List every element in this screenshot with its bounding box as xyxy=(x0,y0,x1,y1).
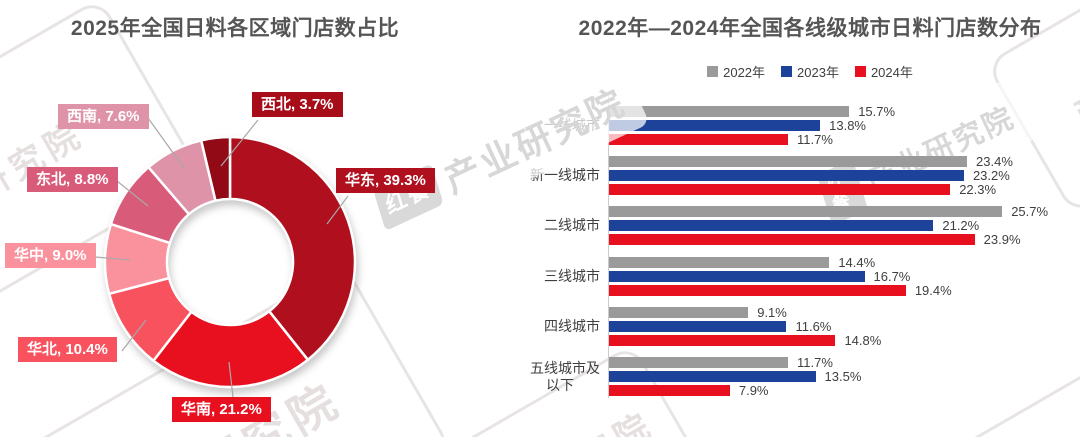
bar-category-0: 一线城市 xyxy=(470,117,600,134)
legend-swatch-icon xyxy=(781,66,793,77)
bar-g3-s2 xyxy=(609,284,906,296)
bar-value-g1-s0: 23.4% xyxy=(976,154,1013,170)
pie-data-label-0: 华东, 39.3% xyxy=(336,168,435,193)
legend-label: 2022年 xyxy=(723,65,766,80)
leader-line-1 xyxy=(228,361,234,398)
bar-g0-s0 xyxy=(609,106,850,117)
bar-value-g5-s2: 7.9% xyxy=(738,383,769,398)
bar-category-4: 四线城市 xyxy=(470,318,600,335)
bar-value-g3-s2: 19.4% xyxy=(914,282,952,298)
bar-g0-s1 xyxy=(609,120,821,131)
bar-value-g1-s2: 22.3% xyxy=(959,182,997,198)
bar-g1-s1 xyxy=(609,170,964,182)
category-line: 二线城市 xyxy=(544,217,600,234)
bar-value-g2-s0: 25.7% xyxy=(1011,204,1049,220)
bar-chart-title: 2022年—2024年全国各线级城市日料门店数分布 xyxy=(578,17,1042,40)
bar-value-g4-s1: 11.6% xyxy=(795,318,832,334)
bar-value-g2-s2: 23.9% xyxy=(983,232,1021,248)
bar-chart-legend: 2022年 2023年 2024年 xyxy=(545,62,1075,81)
category-line: 以下 xyxy=(546,377,574,393)
leader-line-2 xyxy=(121,319,147,352)
pie-data-label-4: 东北, 8.8% xyxy=(27,167,118,192)
donut-chart xyxy=(0,0,470,437)
category-line: 新一线城市 xyxy=(530,167,600,184)
pie-data-label-5: 西南, 7.6% xyxy=(58,104,149,129)
bar-value-g4-s0: 9.1% xyxy=(757,304,787,320)
bar-value-g3-s0: 14.4% xyxy=(838,254,876,270)
bar-value-g5-s0: 11.7% xyxy=(797,355,833,370)
pie-data-label-3: 华中, 9.0% xyxy=(5,243,96,268)
bar-g4-s2 xyxy=(609,334,836,346)
bar-value-g1-s1: 23.2% xyxy=(972,168,1010,184)
legend-label: 2024年 xyxy=(870,65,913,80)
bar-category-3: 三线城市 xyxy=(470,268,600,285)
bar-g3-s1 xyxy=(609,270,865,282)
category-line: 五线城市及 xyxy=(530,360,600,376)
leader-line-4 xyxy=(116,180,149,207)
bar-value-g0-s1: 13.8% xyxy=(829,118,866,133)
bar-value-g0-s0: 15.7% xyxy=(858,104,896,119)
pie-data-label-1: 华南, 21.2% xyxy=(172,397,271,422)
legend-label: 2023年 xyxy=(797,65,839,80)
legend-item-2: 2024年 xyxy=(854,62,913,81)
pie-chart-title: 2025年全国日料各区域门店数占比 xyxy=(70,17,400,40)
legend-item-0: 2022年 xyxy=(707,62,765,81)
pie-slice-6 xyxy=(199,135,232,202)
leader-line-0 xyxy=(326,195,349,225)
bar-g5-s2 xyxy=(609,385,730,396)
category-line: 四线城市 xyxy=(544,317,600,334)
pie-slice-0 xyxy=(228,135,357,362)
bar-value-g0-s2: 11.7% xyxy=(797,132,833,147)
bar-category-2: 二线城市 xyxy=(470,217,600,234)
pie-data-label-2: 华北, 10.4% xyxy=(18,337,117,362)
bar-g1-s0 xyxy=(609,156,968,168)
bar-g4-s1 xyxy=(609,320,787,332)
donut-svg xyxy=(94,117,357,398)
bar-g4-s0 xyxy=(609,306,749,318)
leader-line-5 xyxy=(147,117,185,169)
legend-swatch-icon xyxy=(854,66,866,77)
bar-g5-s1 xyxy=(609,371,816,382)
bar-value-g5-s1: 13.5% xyxy=(824,369,862,384)
pie-data-label-6: 西北, 3.7% xyxy=(252,92,343,117)
bar-g5-s0 xyxy=(609,357,788,368)
bar-g1-s2 xyxy=(609,184,951,196)
legend-item-1: 2023年 xyxy=(781,62,839,81)
bar-value-g2-s1: 21.2% xyxy=(942,218,980,234)
bar-category-1: 新一线城市 xyxy=(470,167,600,184)
bar-g2-s2 xyxy=(609,234,975,246)
pie-slice-1 xyxy=(152,310,310,389)
bar-value-g4-s2: 14.8% xyxy=(844,332,882,348)
donut-slice-group xyxy=(103,135,357,389)
bar-g2-s1 xyxy=(609,220,934,232)
category-line: 一线城市 xyxy=(544,117,600,133)
bar-g0-s2 xyxy=(609,134,788,145)
bar-g2-s0 xyxy=(609,206,1003,218)
bar-value-g3-s1: 16.7% xyxy=(873,268,911,284)
leader-line-6 xyxy=(220,119,259,167)
leader-line-3 xyxy=(94,256,131,261)
bar-g3-s0 xyxy=(609,256,830,268)
bar-category-5: 五线城市及 以下 xyxy=(470,360,600,394)
category-line: 三线城市 xyxy=(544,267,600,284)
legend-swatch-icon xyxy=(707,66,719,77)
